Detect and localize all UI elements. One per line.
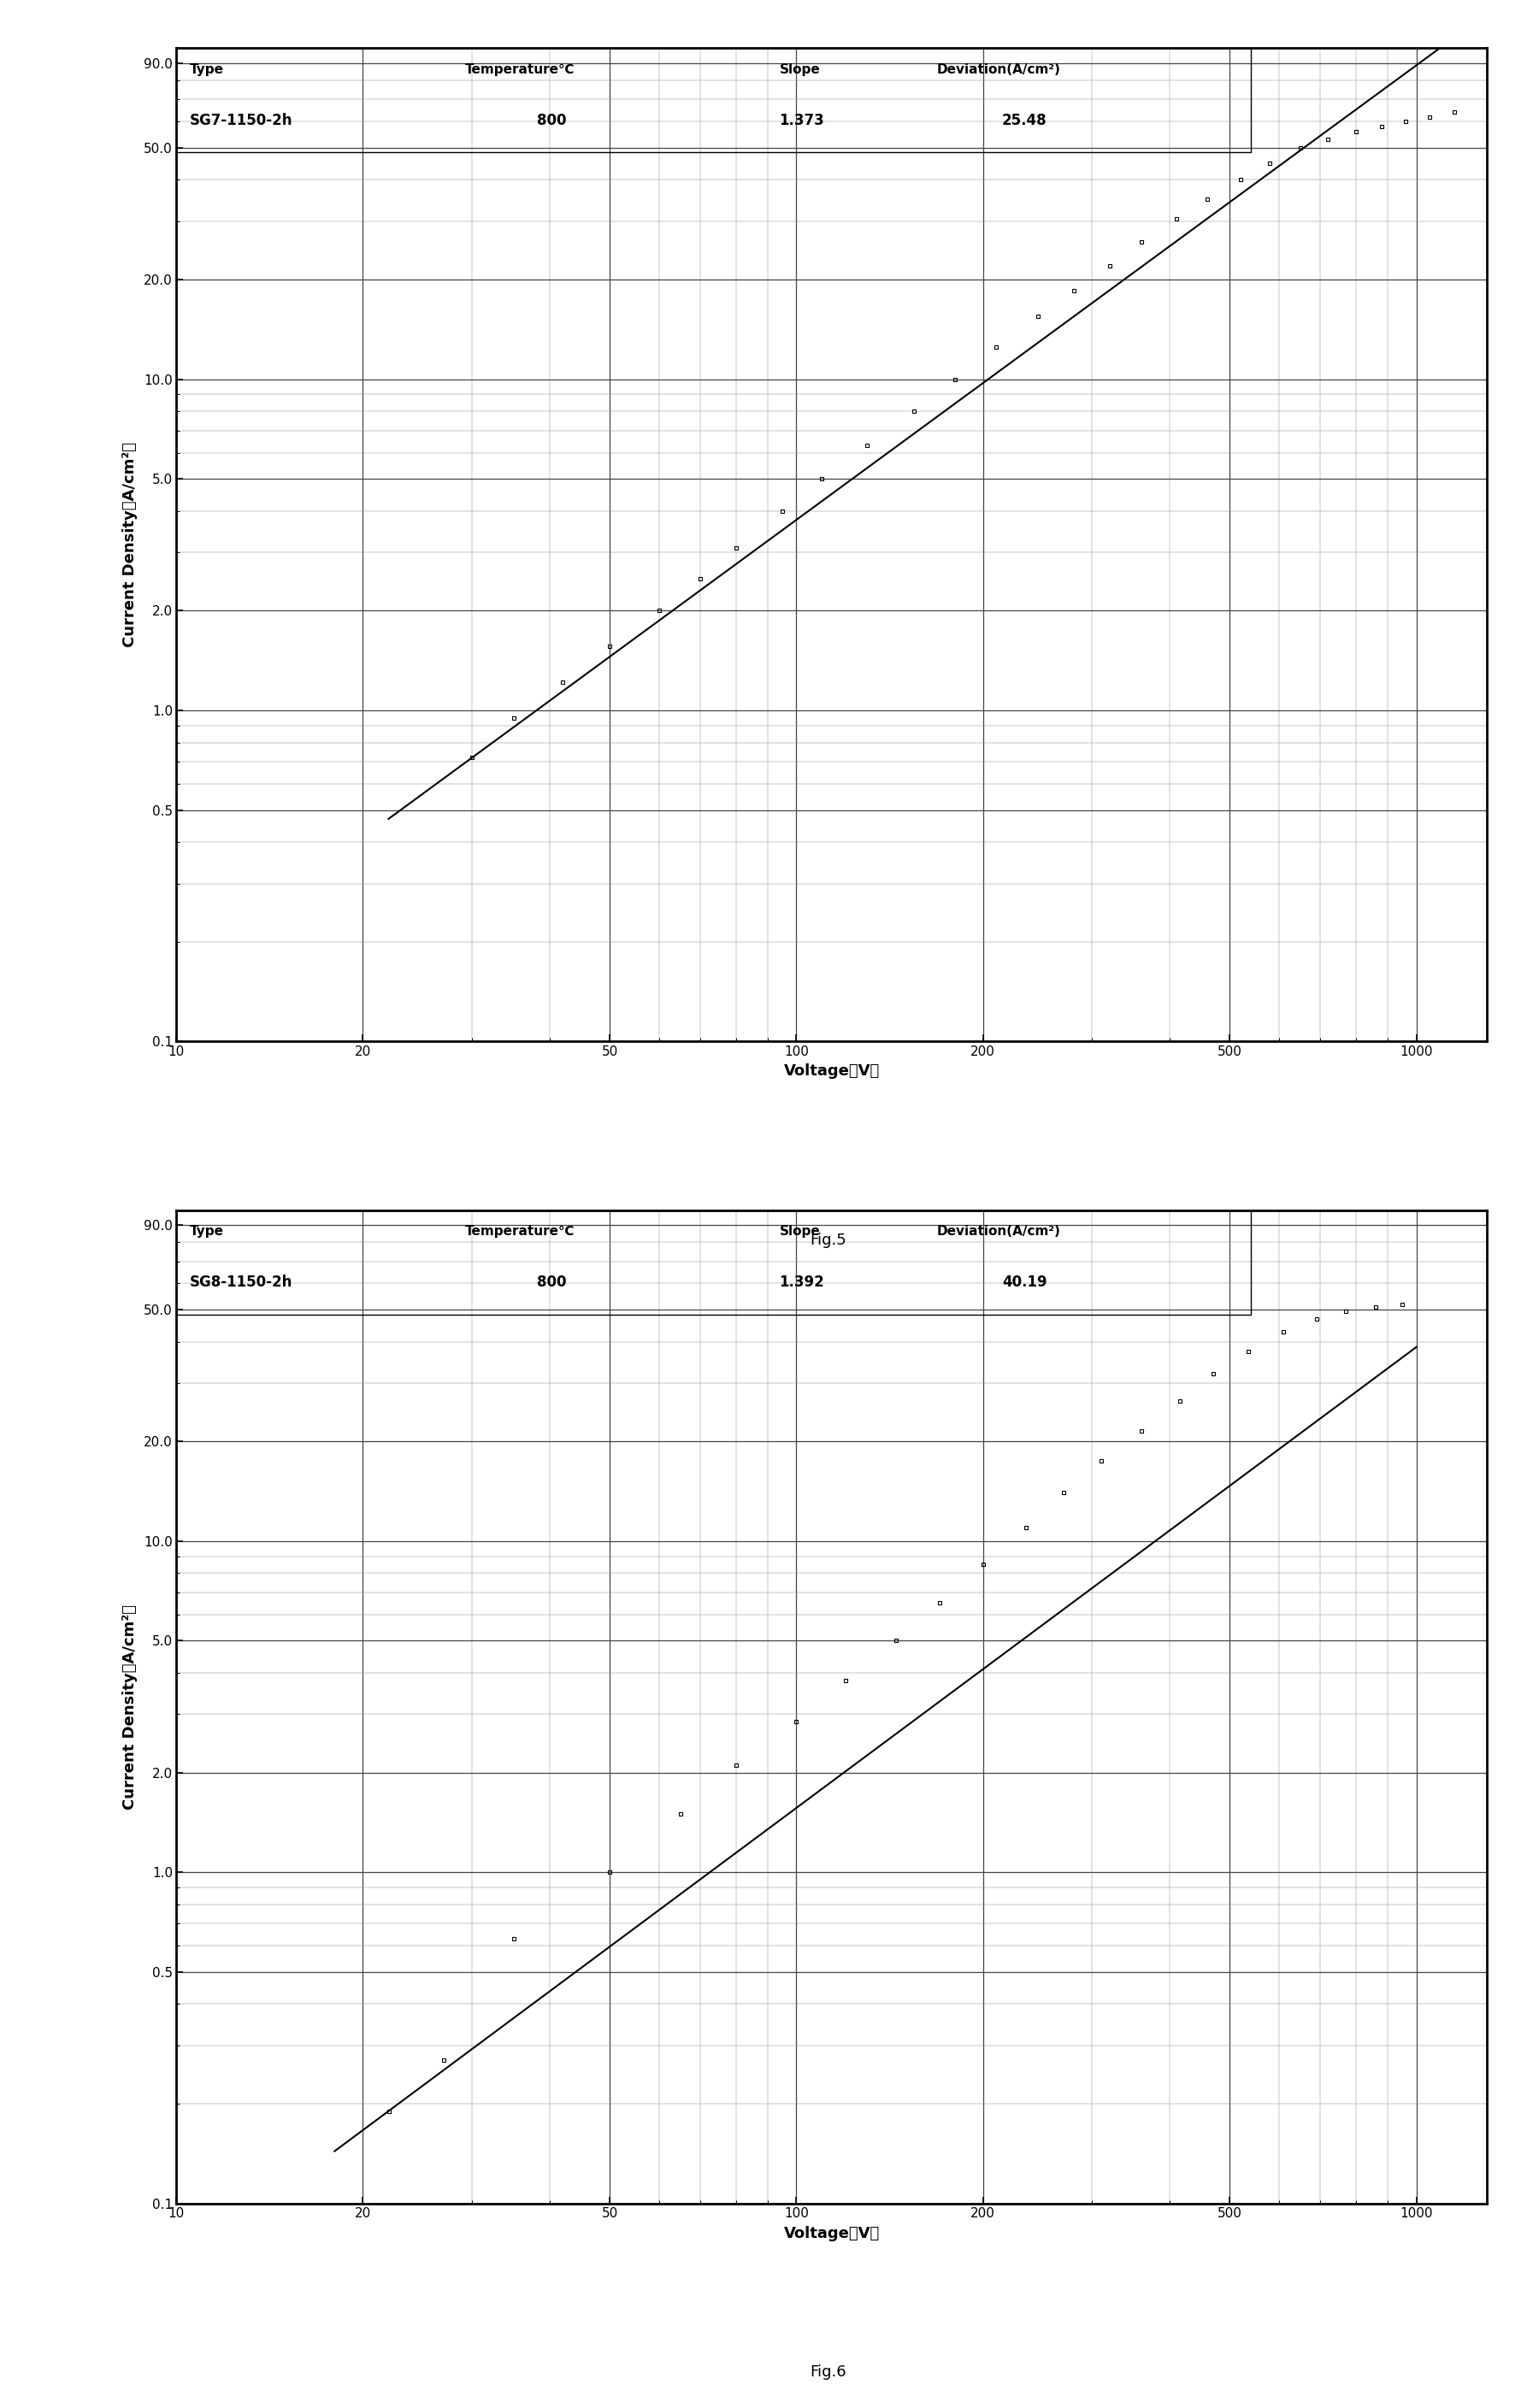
Text: 800: 800: [537, 113, 566, 128]
Text: SG7-1150-2h: SG7-1150-2h: [190, 113, 293, 128]
X-axis label: Voltage（V）: Voltage（V）: [783, 2225, 880, 2242]
Text: 40.19: 40.19: [1003, 1274, 1047, 1291]
X-axis label: Voltage（V）: Voltage（V）: [783, 1064, 880, 1079]
Y-axis label: Current Density（A/cm²）: Current Density（A/cm²）: [123, 1604, 138, 1808]
Text: Type: Type: [190, 63, 224, 77]
Text: Deviation(A/cm²): Deviation(A/cm²): [937, 63, 1061, 77]
Text: Type: Type: [190, 1226, 224, 1238]
Text: 800: 800: [537, 1274, 566, 1291]
Text: 25.48: 25.48: [1003, 113, 1047, 128]
Text: Temperature℃: Temperature℃: [464, 1226, 575, 1238]
Text: Slope: Slope: [779, 1226, 820, 1238]
Text: Temperature℃: Temperature℃: [464, 63, 575, 77]
Text: 1.392: 1.392: [779, 1274, 825, 1291]
Text: 1.373: 1.373: [779, 113, 825, 128]
Y-axis label: Current Density（A/cm²）: Current Density（A/cm²）: [123, 443, 138, 648]
Text: Fig.5: Fig.5: [809, 1233, 846, 1247]
Text: Deviation(A/cm²): Deviation(A/cm²): [937, 1226, 1061, 1238]
Bar: [176, 1211, 1251, 1315]
Text: Fig.6: Fig.6: [809, 2365, 846, 2379]
Bar: [176, 48, 1251, 152]
Text: SG8-1150-2h: SG8-1150-2h: [190, 1274, 293, 1291]
Text: Slope: Slope: [779, 63, 820, 77]
